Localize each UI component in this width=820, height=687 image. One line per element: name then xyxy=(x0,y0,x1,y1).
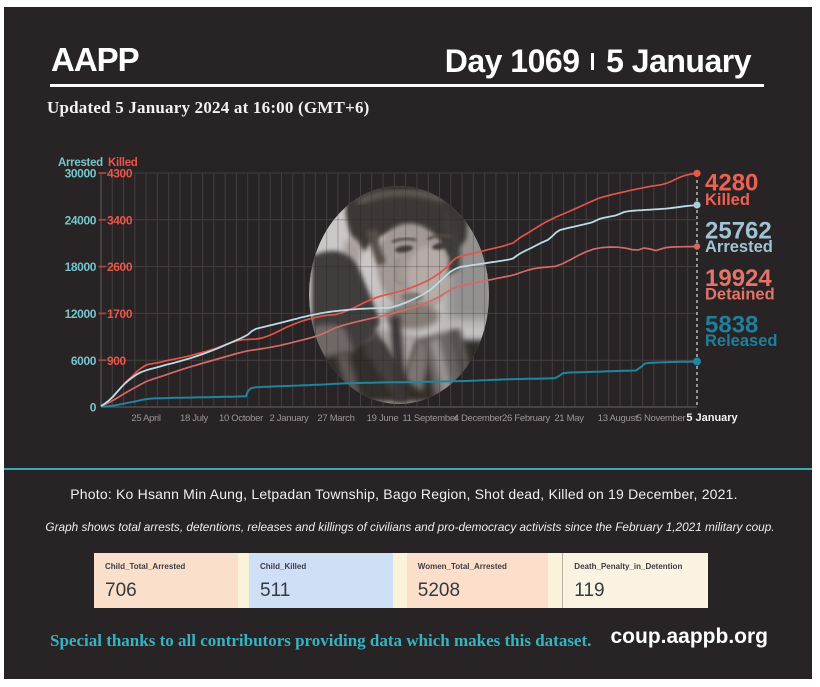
svg-text:27 March: 27 March xyxy=(317,413,354,424)
svg-text:Released: Released xyxy=(705,332,777,350)
svg-text:Arrested: Arrested xyxy=(705,238,773,256)
svg-text:6000: 6000 xyxy=(71,354,97,368)
svg-text:3400: 3400 xyxy=(107,213,133,227)
svg-text:26 February: 26 February xyxy=(502,413,550,424)
svg-text:10 October: 10 October xyxy=(219,413,263,424)
svg-text:0: 0 xyxy=(90,401,97,415)
svg-text:Killed: Killed xyxy=(705,191,750,209)
svg-text:Arrested: Arrested xyxy=(58,157,103,169)
svg-text:13 August: 13 August xyxy=(598,413,638,424)
svg-text:5 January: 5 January xyxy=(686,412,738,424)
svg-text:11 September: 11 September xyxy=(402,413,458,424)
svg-text:4280: 4280 xyxy=(705,170,758,197)
svg-text:2 January: 2 January xyxy=(269,413,309,424)
svg-text:25762: 25762 xyxy=(705,217,772,244)
svg-text:900: 900 xyxy=(107,354,127,368)
svg-text:5 November: 5 November xyxy=(637,413,686,424)
svg-text:1700: 1700 xyxy=(107,307,133,321)
svg-text:Killed: Killed xyxy=(108,157,138,169)
svg-text:19924: 19924 xyxy=(705,265,772,292)
svg-text:18000: 18000 xyxy=(65,260,97,274)
svg-text:4 December: 4 December xyxy=(454,413,503,424)
svg-text:4300: 4300 xyxy=(107,167,133,181)
svg-text:24000: 24000 xyxy=(65,213,97,227)
svg-text:Detained: Detained xyxy=(705,286,775,304)
svg-text:25 April: 25 April xyxy=(131,413,160,424)
svg-text:18 July: 18 July xyxy=(180,413,209,424)
svg-text:5838: 5838 xyxy=(705,311,758,338)
svg-text:12000: 12000 xyxy=(65,307,97,321)
svg-text:2600: 2600 xyxy=(107,260,133,274)
svg-text:21 May: 21 May xyxy=(554,413,584,424)
svg-text:30000: 30000 xyxy=(65,167,97,181)
svg-text:19 June: 19 June xyxy=(367,413,399,424)
